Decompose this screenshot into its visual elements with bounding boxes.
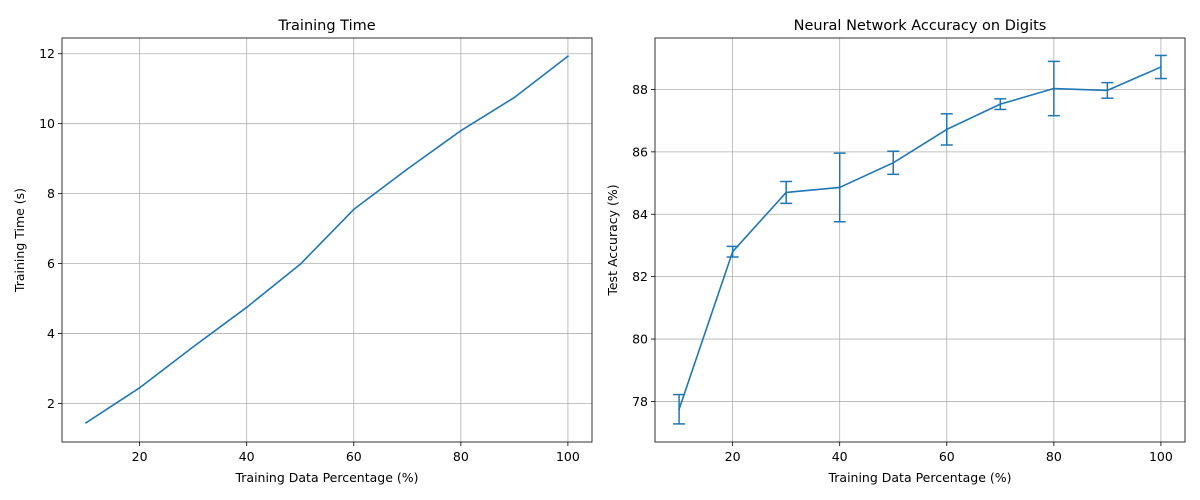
- series-line: [84, 55, 570, 424]
- data-point: [1053, 87, 1055, 90]
- plot-frame: [654, 37, 1186, 443]
- y-tick-label: 6: [47, 256, 55, 271]
- y-tick-label: 2: [47, 396, 55, 411]
- y-axis-label: Test Accuracy (%): [605, 184, 620, 296]
- y-tick-label: 12: [39, 46, 55, 61]
- data-point: [1160, 66, 1162, 68]
- x-tick-label: 100: [556, 449, 580, 464]
- x-axis-label: Training Data Percentage (%): [234, 470, 418, 485]
- data-point: [945, 128, 948, 131]
- chart-title: Neural Network Accuracy on Digits: [794, 18, 1047, 34]
- data-point: [999, 103, 1002, 105]
- y-tick-label: 84: [632, 207, 648, 222]
- data-point: [678, 408, 680, 411]
- data-point: [892, 161, 895, 164]
- y-tick-label: 82: [632, 269, 648, 284]
- x-tick-label: 100: [1149, 449, 1173, 464]
- x-tick-label: 80: [453, 449, 469, 464]
- data-point: [85, 421, 87, 424]
- y-tick-label: 10: [39, 116, 55, 131]
- plot-frame: [61, 37, 593, 443]
- data-point: [567, 55, 569, 57]
- y-tick-label: 4: [47, 326, 55, 341]
- y-tick-label: 8: [47, 186, 55, 201]
- series-line: [678, 65, 1162, 411]
- data-point: [352, 208, 355, 211]
- x-tick-label: 60: [346, 449, 362, 464]
- x-tick-label: 40: [239, 449, 255, 464]
- accuracy-chart: 20 40 60 80 100 78 80 82 84 86 88 Neural Network Ac…: [605, 18, 1186, 485]
- data-point: [838, 186, 841, 189]
- chart-title: Training Time: [277, 18, 375, 34]
- data-point: [460, 129, 462, 132]
- x-tick-label: 20: [725, 449, 741, 464]
- x-tick-label: 80: [1046, 449, 1062, 464]
- data-point: [138, 386, 141, 389]
- data-point: [192, 346, 194, 348]
- training-time-chart: 20 40 60 80 100 2 4 6 8 10 12 Training Time Training…: [12, 18, 593, 485]
- x-tick-label: 40: [832, 449, 848, 464]
- data-point: [406, 168, 409, 170]
- data-point: [299, 263, 302, 266]
- data-point: [785, 191, 787, 194]
- y-axis-label: Training Time (s): [12, 188, 27, 293]
- data-point: [1106, 89, 1109, 92]
- y-tick-label: 88: [632, 82, 648, 97]
- y-tick-label: 78: [632, 394, 648, 409]
- y-tick-label: 86: [632, 144, 648, 159]
- data-point: [731, 250, 734, 253]
- data-point: [513, 96, 516, 99]
- x-tick-label: 20: [132, 449, 148, 464]
- y-tick-label: 80: [632, 332, 648, 347]
- x-axis-label: Training Data Percentage (%): [827, 470, 1011, 485]
- x-tick-label: 60: [939, 449, 955, 464]
- data-point: [245, 306, 248, 309]
